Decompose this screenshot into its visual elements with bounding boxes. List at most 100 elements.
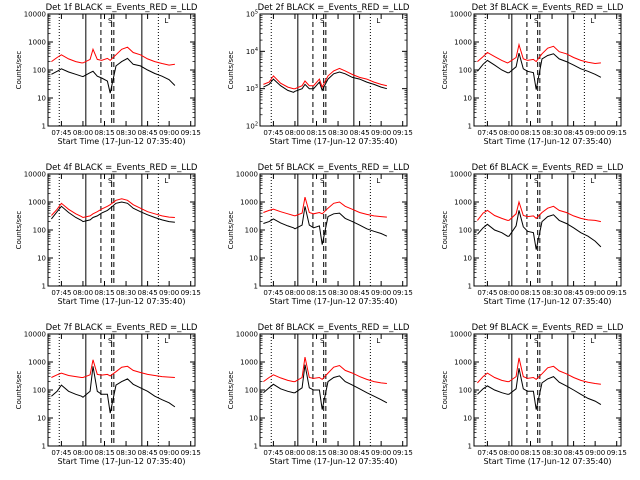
x-axis-label: Start Time (17-Jun-12 07:35:40)	[58, 457, 186, 466]
y-tick-label: 1000	[454, 359, 472, 367]
y-tick-label: 1000	[454, 39, 472, 47]
y-tick-label: 1000	[28, 359, 46, 367]
y-tick-label: 100	[245, 227, 258, 235]
y-tick-label: 100	[33, 67, 46, 75]
x-tick-label: 09:15	[393, 129, 413, 137]
y-tick-label: 105	[246, 10, 258, 19]
plot-frame	[473, 13, 622, 127]
series-line-events	[263, 364, 388, 410]
y-tick-label: 10	[249, 255, 258, 263]
panel-det-7: Det 7f BLACK =_Events_RED =_LLD S L 1 10 100 1…	[15, 323, 201, 466]
series-line-lld	[263, 356, 387, 384]
time-marker-label: L	[590, 177, 594, 185]
plot-frame	[47, 13, 196, 127]
time-marker-label: L	[376, 17, 380, 25]
x-axis-label: Start Time (17-Jun-12 07:35:40)	[484, 297, 612, 306]
x-tick-label: 08:30	[542, 449, 562, 457]
x-axis-label: Start Time (17-Jun-12 07:35:40)	[270, 297, 398, 306]
series-line-events	[51, 366, 176, 414]
plot-frame	[473, 333, 622, 447]
y-tick-label: 1	[468, 283, 472, 291]
plot-frame	[47, 333, 196, 447]
y-axis-label: Counts/sec	[441, 371, 449, 410]
y-tick-label: 100	[459, 67, 472, 75]
x-tick-label: 07:45	[477, 289, 497, 297]
y-axis-label: Counts/sec	[227, 211, 235, 250]
y-tick-label: 100	[33, 387, 46, 395]
x-tick-label: 08:45	[138, 449, 158, 457]
time-marker-label: S	[534, 337, 539, 345]
y-tick-label: 10000	[24, 171, 46, 179]
x-tick-label: 09:15	[607, 129, 627, 137]
x-axis-label: Start Time (17-Jun-12 07:35:40)	[270, 137, 398, 146]
x-tick-label: 08:15	[306, 449, 326, 457]
time-marker-label: S	[108, 337, 113, 345]
x-tick-label: 09:15	[181, 449, 201, 457]
panel-det-1: Det 1f BLACK =_Events_RED =_LLD S L 1 10 100 1…	[15, 3, 201, 146]
x-tick-label: 09:00	[585, 289, 605, 297]
x-tick-label: 07:45	[51, 129, 71, 137]
time-marker-label: S	[108, 177, 113, 185]
y-tick-label: 10000	[24, 331, 46, 339]
x-tick-label: 08:30	[328, 449, 348, 457]
series-line-lld	[263, 67, 388, 90]
time-marker-label: L	[164, 17, 168, 25]
x-tick-label: 08:15	[94, 449, 114, 457]
plot-frame	[47, 173, 196, 287]
x-tick-label: 08:00	[499, 289, 519, 297]
time-marker-label: S	[320, 337, 325, 345]
time-marker-label: L	[164, 177, 168, 185]
x-axis-label: Start Time (17-Jun-12 07:35:40)	[270, 457, 398, 466]
x-axis-label: Start Time (17-Jun-12 07:35:40)	[58, 297, 186, 306]
x-tick-label: 09:15	[181, 129, 201, 137]
x-tick-label: 08:15	[306, 289, 326, 297]
time-marker-label: S	[534, 177, 539, 185]
y-axis-label: Counts/sec	[15, 211, 23, 250]
x-tick-label: 07:45	[477, 449, 497, 457]
x-tick-label: 09:00	[371, 129, 391, 137]
panel-det-4: Det 4f BLACK =_Events_RED =_LLD S L 1 10 100 1…	[15, 163, 201, 306]
series-line-events	[263, 206, 388, 245]
panel-det-9: Det 9f BLACK =_Events_RED =_LLD S L 1 10 100 1…	[441, 323, 627, 466]
y-tick-label: 104	[246, 47, 258, 56]
x-axis-label: Start Time (17-Jun-12 07:35:40)	[484, 457, 612, 466]
x-tick-label: 08:15	[94, 289, 114, 297]
y-tick-label: 1000	[28, 39, 46, 47]
series-line-events	[477, 368, 602, 410]
time-marker-label: S	[534, 17, 539, 25]
x-tick-label: 09:00	[585, 129, 605, 137]
plot-frame	[259, 333, 408, 447]
y-tick-label: 10	[463, 255, 472, 263]
series-line-events	[477, 210, 602, 250]
panel-det-8: Det 8f BLACK =_Events_RED =_LLD S L 1 10 100 1…	[227, 323, 413, 466]
y-tick-label: 10000	[450, 11, 472, 19]
panel-det-2: Det 2f BLACK =_Events_RED =_LLD S L 102 103 1…	[227, 3, 413, 146]
y-axis-label: Counts/sec	[227, 51, 235, 90]
x-tick-label: 09:15	[393, 289, 413, 297]
series-line-events	[477, 52, 602, 90]
time-marker-label: L	[590, 337, 594, 345]
series-line-lld	[477, 42, 601, 65]
y-tick-label: 10000	[24, 11, 46, 19]
panel-title: Det 2f BLACK =_Events_RED =_LLD	[258, 3, 410, 13]
plot-frame	[259, 173, 408, 287]
x-tick-label: 09:00	[585, 449, 605, 457]
panel-title: Det 5f BLACK =_Events_RED =_LLD	[258, 163, 410, 173]
x-tick-label: 09:00	[371, 449, 391, 457]
time-marker-label: L	[376, 177, 380, 185]
series-line-lld	[477, 200, 602, 223]
x-tick-label: 09:15	[607, 289, 627, 297]
series-line-lld	[51, 46, 175, 66]
x-tick-label: 08:00	[73, 129, 93, 137]
panel-title: Det 7f BLACK =_Events_RED =_LLD	[46, 323, 198, 333]
x-tick-label: 08:30	[116, 449, 136, 457]
x-tick-label: 08:45	[138, 289, 158, 297]
series-line-lld	[263, 196, 387, 218]
y-tick-label: 10	[37, 95, 46, 103]
y-tick-label: 10	[249, 415, 258, 423]
series-line-lld	[51, 359, 175, 378]
y-tick-label: 1	[42, 123, 46, 131]
x-tick-label: 07:45	[263, 289, 283, 297]
y-tick-label: 10	[463, 95, 472, 103]
x-tick-label: 08:30	[328, 129, 348, 137]
